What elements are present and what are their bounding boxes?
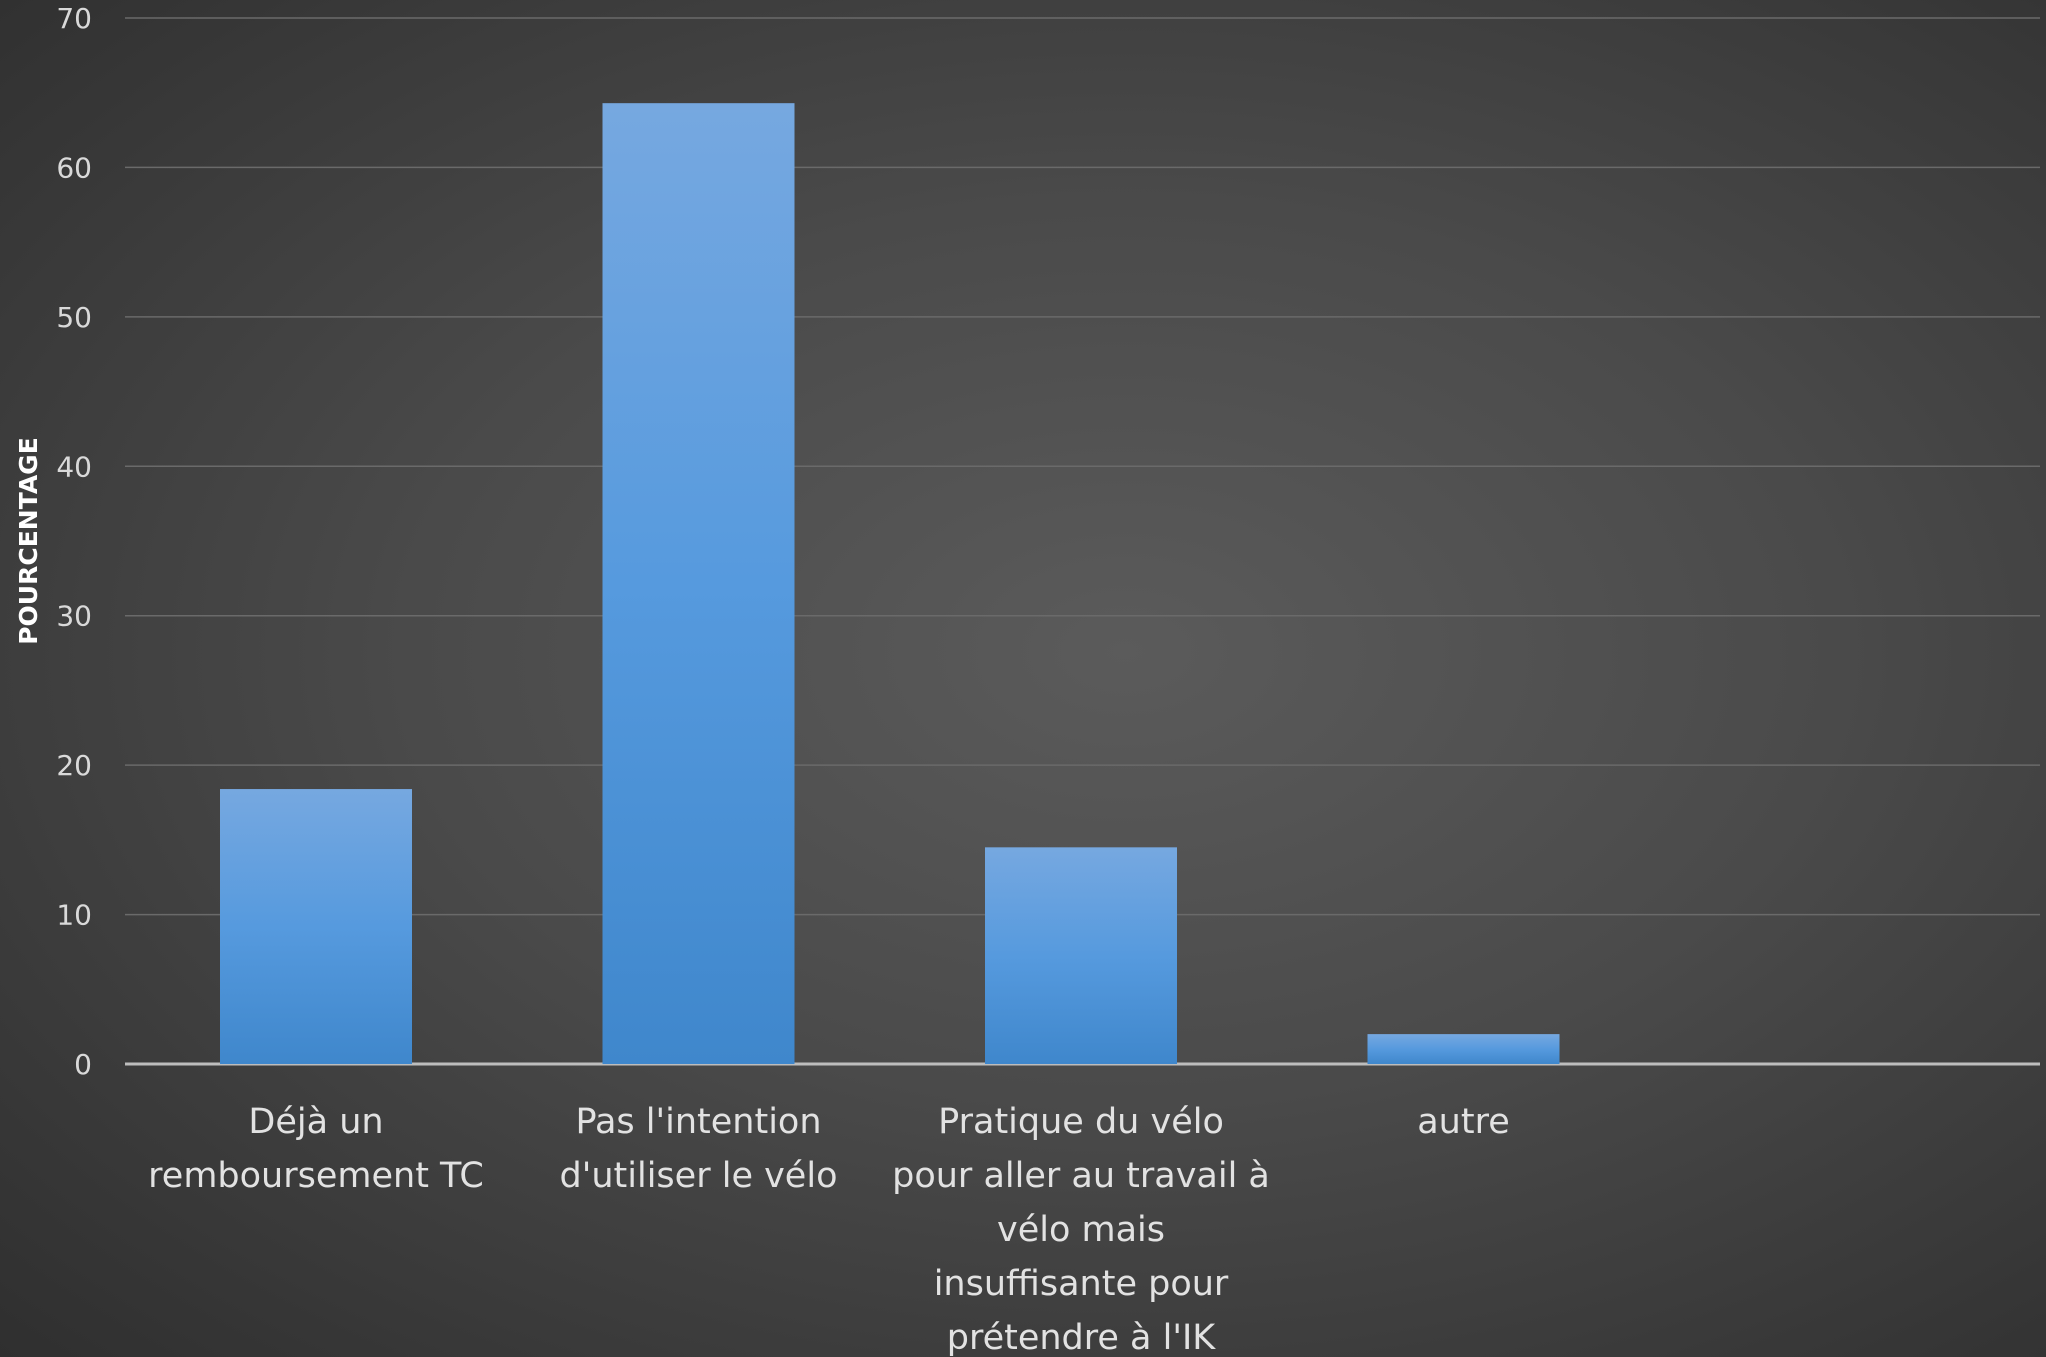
y-axis-tick-labels: 0 10 20 30 40 50 60 70 xyxy=(56,2,92,1081)
bars xyxy=(220,103,1560,1064)
y-tick-label: 30 xyxy=(56,600,92,633)
bar xyxy=(985,847,1177,1064)
y-tick-label: 60 xyxy=(56,151,92,184)
bar xyxy=(220,789,412,1064)
y-tick-label: 50 xyxy=(56,301,92,334)
y-axis-title: POURCENTAGE xyxy=(14,437,43,645)
bar xyxy=(1367,1034,1560,1064)
y-tick-label: 40 xyxy=(56,450,92,483)
y-tick-label: 0 xyxy=(74,1048,92,1081)
y-tick-label: 10 xyxy=(56,899,92,932)
bar xyxy=(602,103,795,1064)
x-category-label: Pas l'intention d'utiliser le vélo xyxy=(560,1102,838,1196)
x-category-label: autre xyxy=(1417,1102,1510,1142)
y-tick-label: 70 xyxy=(56,2,92,35)
x-category-label: Déjà un remboursement TC xyxy=(148,1102,484,1196)
y-tick-label: 20 xyxy=(56,749,92,782)
x-axis-category-labels: Déjà un remboursement TC Pas l'intention d'… xyxy=(148,1102,1510,1357)
